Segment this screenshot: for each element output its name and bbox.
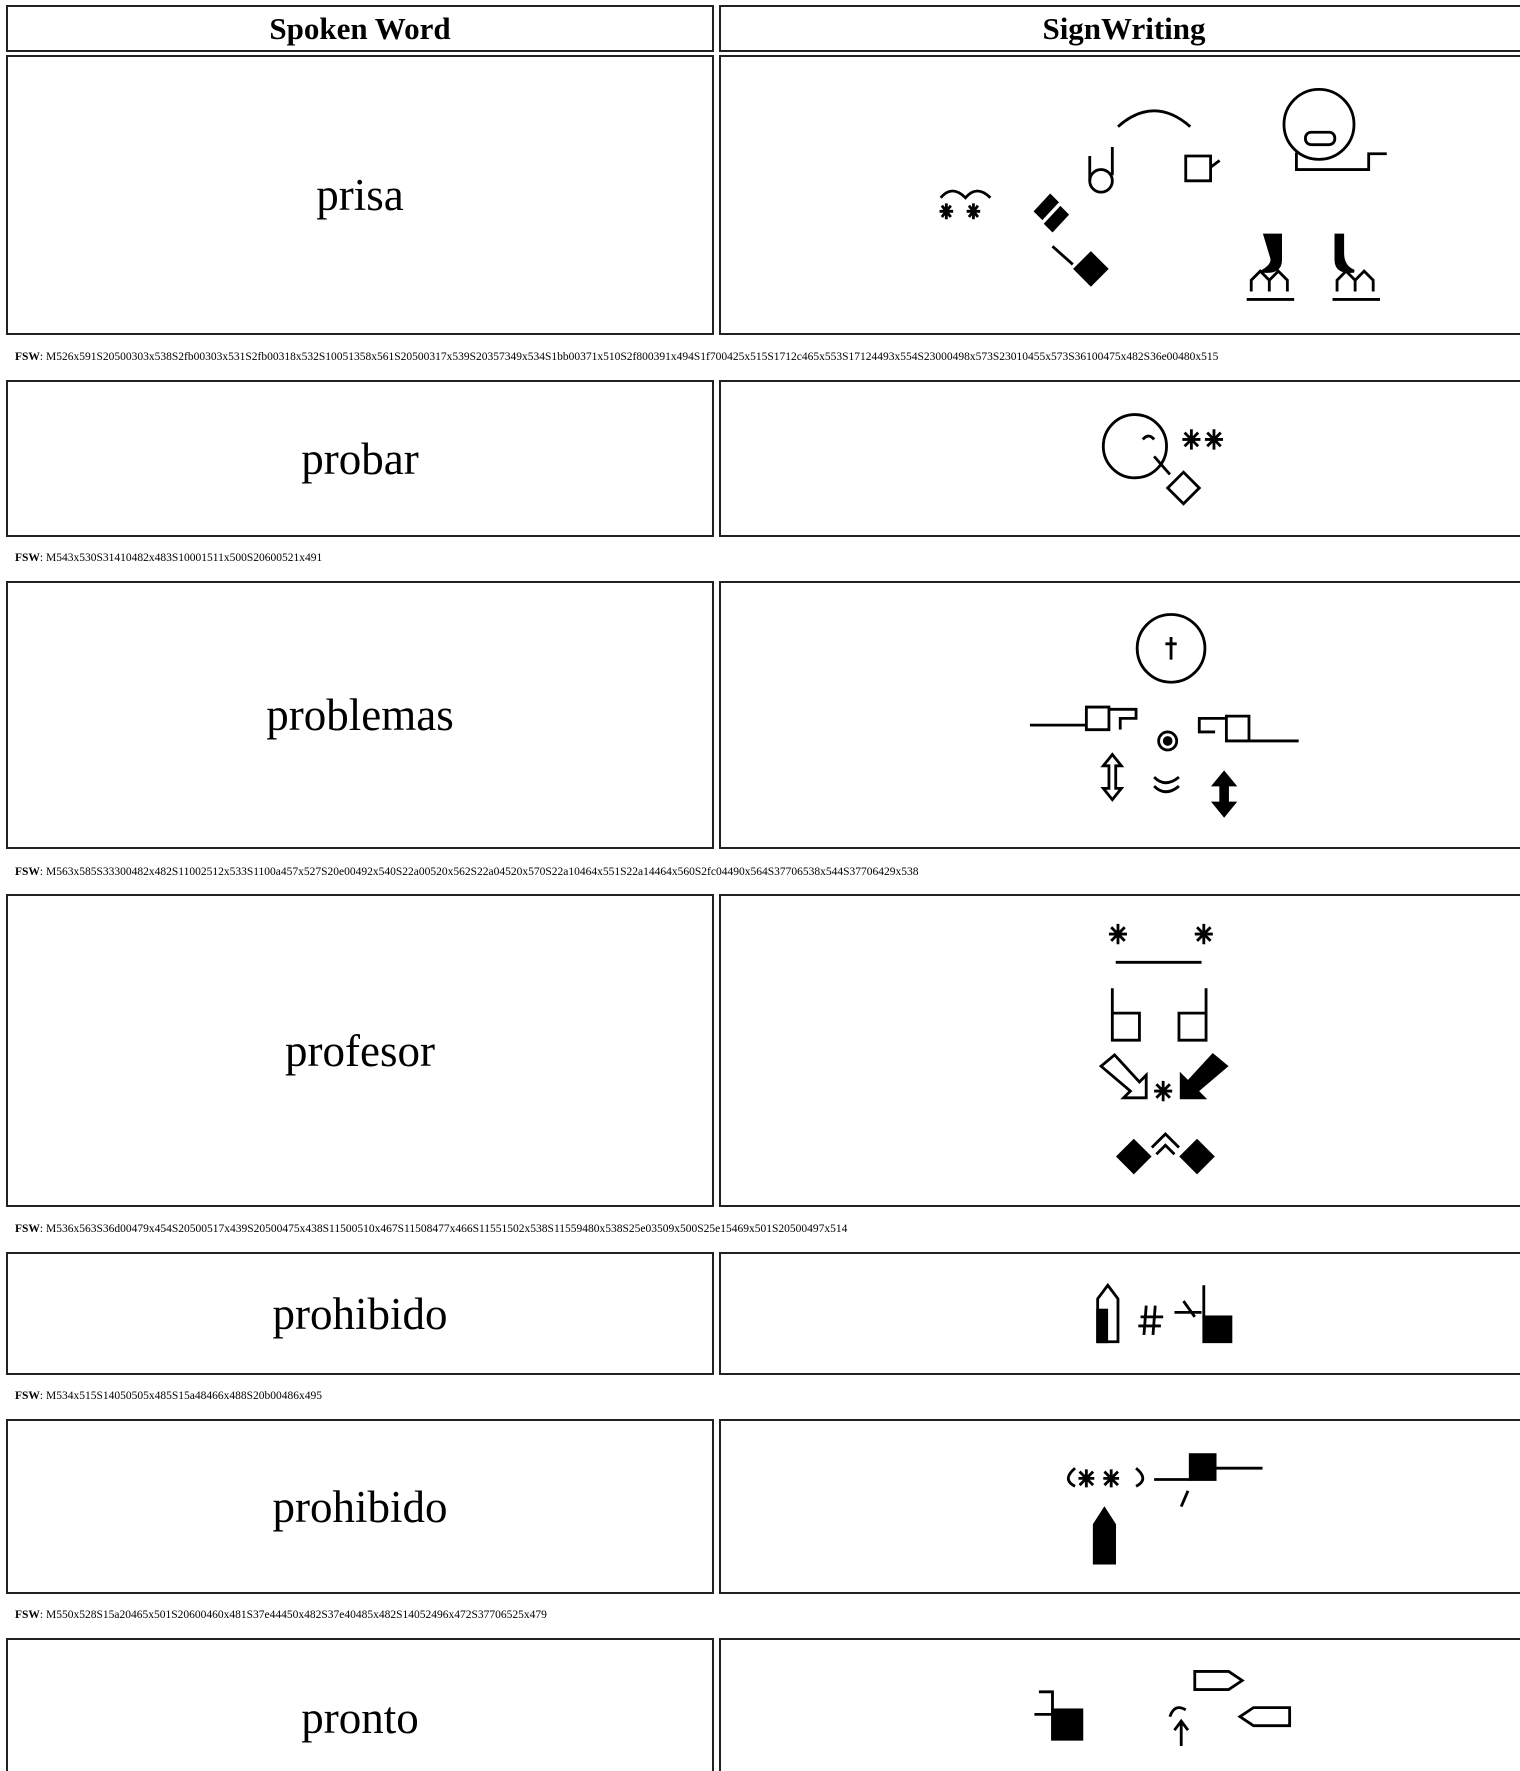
signwriting-cell <box>719 55 1520 335</box>
fsw-label: FSW <box>15 866 40 878</box>
word-cell: problemas <box>6 581 714 849</box>
fsw-line: FSW: M534x515S14050505x485S15a48466x488S… <box>15 1390 322 1402</box>
fsw-label: FSW <box>15 1223 40 1235</box>
fsw-label: FSW <box>15 351 40 363</box>
word-cell: prohibido <box>6 1419 714 1594</box>
column-header: SignWriting <box>719 5 1520 52</box>
fsw-code: : M534x515S14050505x485S15a48466x488S20b… <box>39 1390 323 1402</box>
word-cell: prohibido <box>6 1252 714 1375</box>
fsw-code: : M536x563S36d00479x454S20500517x439S205… <box>39 1223 848 1235</box>
word-cell: probar <box>6 380 714 537</box>
signwriting-cell <box>719 894 1520 1207</box>
fsw-code: : M543x530S31410482x483S10001511x500S206… <box>39 552 323 564</box>
signwriting-cell <box>719 1252 1520 1375</box>
fsw-line: FSW: M526x591S20500303x538S2fb00303x531S… <box>15 351 1218 363</box>
fsw-code: : M526x591S20500303x538S2fb00303x531S2fb… <box>39 351 1219 363</box>
fsw-label: FSW <box>15 552 40 564</box>
fsw-line: FSW: M543x530S31410482x483S10001511x500S… <box>15 552 322 564</box>
word-cell: profesor <box>6 894 714 1207</box>
fsw-line: FSW: M563x585S33300482x482S11002512x533S… <box>15 866 919 878</box>
fsw-label: FSW <box>15 1609 40 1621</box>
fsw-code: : M563x585S33300482x482S11002512x533S110… <box>39 866 919 878</box>
fsw-label: FSW <box>15 1390 40 1402</box>
column-header: Spoken Word <box>6 5 714 52</box>
fsw-line: FSW: M536x563S36d00479x454S20500517x439S… <box>15 1223 847 1235</box>
word-cell: prisa <box>6 55 714 335</box>
signwriting-cell <box>719 1638 1520 1771</box>
signwriting-cell <box>719 581 1520 849</box>
signwriting-cell <box>719 380 1520 537</box>
fsw-line: FSW: M550x528S15a20465x501S20600460x481S… <box>15 1609 547 1621</box>
signwriting-cell <box>719 1419 1520 1594</box>
word-cell: pronto <box>6 1638 714 1771</box>
fsw-code: : M550x528S15a20465x501S20600460x481S37e… <box>39 1609 547 1621</box>
